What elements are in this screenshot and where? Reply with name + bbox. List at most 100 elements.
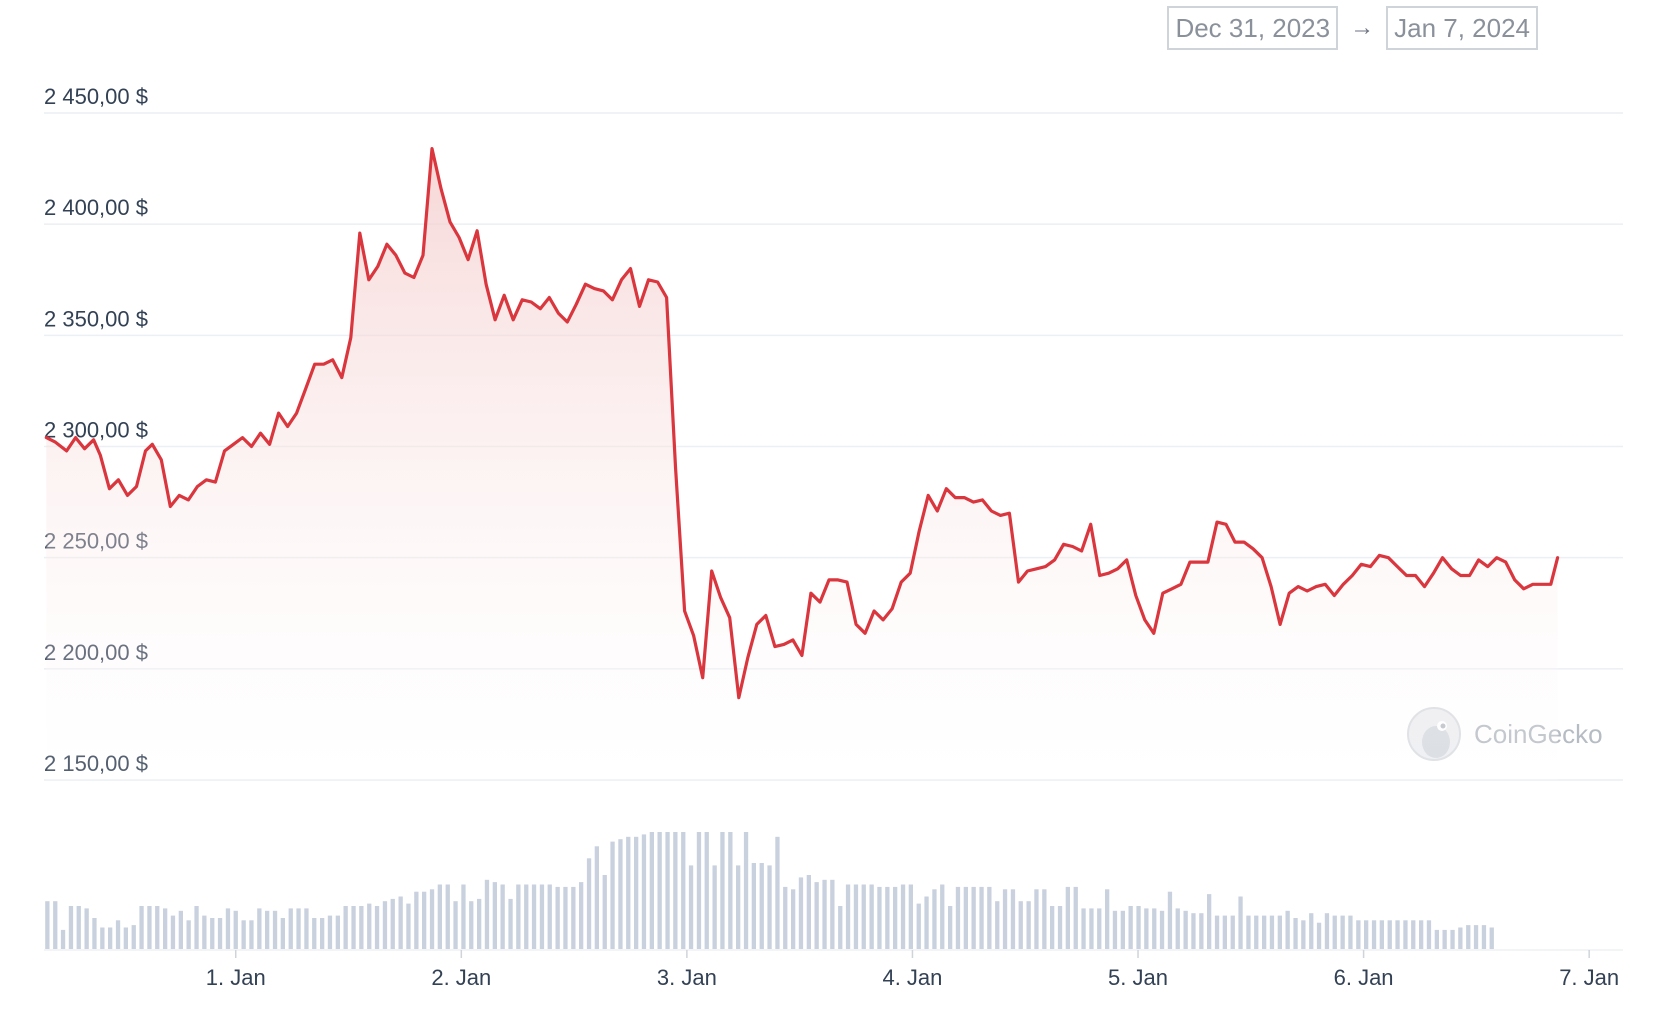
volume-bar (1191, 913, 1196, 949)
volume-bar (861, 884, 866, 949)
volume-bar (414, 891, 419, 949)
volume-bar (186, 920, 191, 949)
volume-bar (359, 906, 364, 949)
volume-bar (100, 927, 105, 949)
price-area-fill (46, 148, 1558, 781)
volume-bar (280, 918, 285, 949)
volume-bar (1489, 927, 1494, 949)
volume-bar (68, 906, 74, 949)
volume-bar (477, 898, 482, 949)
volume-bar (767, 865, 772, 949)
volume-bar (563, 886, 568, 949)
volume-bar (869, 884, 874, 949)
date-from-field[interactable]: Dec 31, 2023 (1167, 6, 1339, 50)
volume-bar (1152, 908, 1157, 949)
volume-bar (1458, 927, 1463, 949)
volume-bar (626, 836, 631, 949)
volume-bar (751, 863, 756, 949)
volume-bar (1144, 908, 1149, 949)
date-to-field[interactable]: Jan 7, 2024 (1386, 6, 1538, 50)
volume-bar (1395, 920, 1400, 949)
volume-bar (1207, 894, 1212, 949)
volume-bar (382, 901, 388, 949)
volume-bar (539, 884, 545, 949)
volume-bar (500, 884, 505, 949)
volume-bar (806, 875, 811, 949)
volume-bar (1034, 889, 1039, 949)
volume-bar (1230, 915, 1235, 949)
volume-bar (1120, 910, 1125, 949)
volume-bar (1348, 915, 1353, 949)
volume-bar (1183, 910, 1188, 949)
volume-bar (1371, 920, 1377, 949)
volume-bar (1481, 925, 1487, 949)
x-tick-label: 3. Jan (657, 965, 717, 990)
volume-bar (437, 884, 442, 949)
volume-bar (634, 836, 639, 949)
volume-bar (893, 886, 898, 949)
volume-bar (53, 901, 58, 949)
volume-bar (202, 915, 207, 949)
price-line (44, 147, 1560, 700)
volume-bar (995, 901, 1000, 949)
x-axis-ticks: 1. Jan 2. Jan 3. Jan 4. Jan 5. Jan 6. Jan 7. J… (206, 950, 1619, 990)
volume-bar (233, 910, 238, 949)
volume-bar (178, 910, 183, 949)
x-tick-label: 7. Jan (1559, 965, 1619, 990)
volume-bar (704, 832, 709, 949)
volume-bar (1356, 920, 1361, 949)
volume-bar (1301, 920, 1306, 949)
volume-bar (45, 901, 50, 949)
volume-bar (1332, 915, 1337, 949)
volume-bar (131, 925, 136, 949)
volume-bar (422, 891, 427, 949)
volume-bar (594, 846, 599, 949)
volume-bar (1246, 915, 1251, 949)
volume-bar (775, 836, 780, 949)
volume-bar (445, 884, 450, 949)
volume-bar (1324, 913, 1330, 949)
volume-bar (429, 889, 435, 949)
volume-bar (665, 832, 670, 949)
volume-bar (288, 908, 293, 949)
volume-bar (1379, 920, 1384, 949)
volume-bar (374, 906, 380, 949)
y-tick-label: 2 450,00 $ (44, 84, 148, 109)
volume-bar (170, 915, 176, 949)
volume-bar (571, 886, 576, 949)
volume-bar (343, 906, 348, 949)
volume-bar (696, 832, 702, 949)
volume-bar (547, 884, 552, 949)
volume-bar (963, 886, 968, 949)
volume-bar (1136, 906, 1141, 949)
volume-bar (241, 920, 246, 949)
x-tick-label: 1. Jan (206, 965, 266, 990)
volume-bar (610, 841, 615, 949)
volume-bar (885, 886, 890, 949)
volume-bar (743, 832, 749, 949)
volume-bar (1411, 920, 1416, 949)
date-range-picker: Dec 31, 2023 → Jan 7, 2024 (1167, 6, 1538, 50)
volume-bar (1285, 910, 1290, 949)
volume-bar (932, 889, 937, 949)
y-tick-label: 2 350,00 $ (44, 306, 148, 331)
volume-bar (1105, 889, 1110, 949)
volume-bar (1309, 913, 1314, 949)
volume-bar (1262, 915, 1267, 949)
volume-bar (1167, 891, 1173, 949)
volume-bar (1065, 886, 1070, 949)
x-tick-label: 2. Jan (431, 965, 491, 990)
volume-bar (484, 879, 490, 949)
volume-bar (155, 906, 160, 949)
volume-bars (45, 832, 1494, 949)
volume-bar (1238, 896, 1243, 949)
volume-bar (681, 832, 686, 949)
volume-bar (798, 877, 804, 949)
volume-bar (1442, 929, 1447, 949)
volume-bar (1057, 906, 1063, 949)
volume-bar (1199, 913, 1204, 949)
volume-bar (390, 898, 395, 949)
volume-bar (296, 908, 301, 949)
volume-bar (586, 858, 592, 949)
volume-bar (1159, 910, 1165, 949)
